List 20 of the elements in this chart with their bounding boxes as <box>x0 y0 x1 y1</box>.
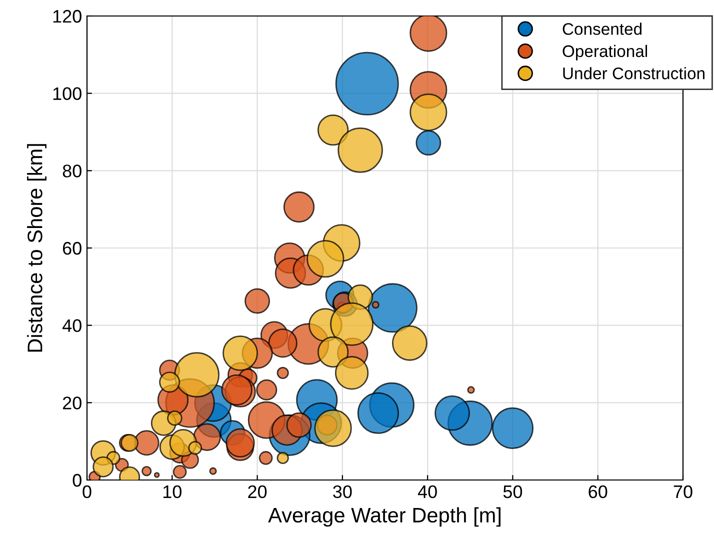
y-tick-label: 60 <box>62 242 82 255</box>
legend-label: Under Construction <box>563 67 704 80</box>
y-tick-label: 40 <box>62 319 82 332</box>
x-tick-label: 0 <box>82 485 92 498</box>
x-tick-label: 10 <box>163 485 182 498</box>
x-tick-label: 70 <box>674 485 692 498</box>
legend-label: Consented <box>562 22 642 35</box>
x-tick-label: 40 <box>418 485 437 498</box>
y-axis-title: Distance to Shore [km] <box>27 144 46 352</box>
x-tick-label: 20 <box>248 485 267 498</box>
x-tick-label: 30 <box>333 485 352 498</box>
y-tick-label: 100 <box>53 87 82 100</box>
y-tick-label: 80 <box>62 164 82 178</box>
x-tick-label: 60 <box>588 485 608 498</box>
y-tick-label: 0 <box>72 474 82 487</box>
y-tick-label: 20 <box>62 396 82 410</box>
y-tick-label: 120 <box>53 10 82 23</box>
x-tick-label: 50 <box>503 485 522 498</box>
x-axis-title: Average Water Depth [m] <box>268 507 500 527</box>
legend-label: Operational <box>562 44 648 60</box>
